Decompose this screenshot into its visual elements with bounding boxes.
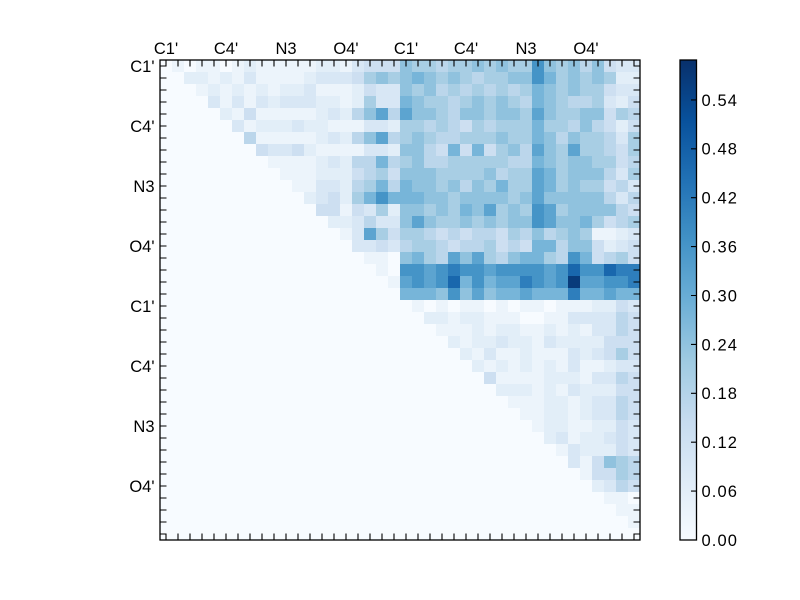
svg-text:C1': C1'	[394, 40, 418, 58]
svg-text:C1': C1'	[154, 40, 178, 58]
svg-text:0.06: 0.06	[702, 483, 739, 501]
svg-text:O4': O4'	[129, 238, 154, 256]
svg-text:O4': O4'	[573, 40, 598, 58]
svg-text:N3: N3	[133, 178, 154, 196]
svg-text:0.12: 0.12	[702, 434, 739, 452]
svg-text:N3: N3	[515, 40, 536, 58]
svg-text:C1': C1'	[130, 298, 154, 316]
svg-text:C4': C4'	[454, 40, 478, 58]
svg-text:N3: N3	[133, 418, 154, 436]
svg-text:C4': C4'	[214, 40, 238, 58]
svg-text:0.36: 0.36	[702, 239, 739, 257]
svg-text:O4': O4'	[129, 478, 154, 496]
svg-text:0.18: 0.18	[702, 385, 739, 403]
svg-text:C1': C1'	[130, 58, 154, 76]
svg-text:0.00: 0.00	[702, 532, 739, 550]
svg-text:O4': O4'	[333, 40, 358, 58]
svg-text:C4': C4'	[130, 358, 154, 376]
svg-text:0.42: 0.42	[702, 190, 739, 208]
svg-text:0.24: 0.24	[702, 336, 739, 354]
svg-text:0.30: 0.30	[702, 287, 739, 305]
svg-text:0.48: 0.48	[702, 141, 739, 159]
svg-text:C4': C4'	[130, 118, 154, 136]
svg-text:0.54: 0.54	[702, 92, 739, 110]
svg-text:N3: N3	[275, 40, 296, 58]
